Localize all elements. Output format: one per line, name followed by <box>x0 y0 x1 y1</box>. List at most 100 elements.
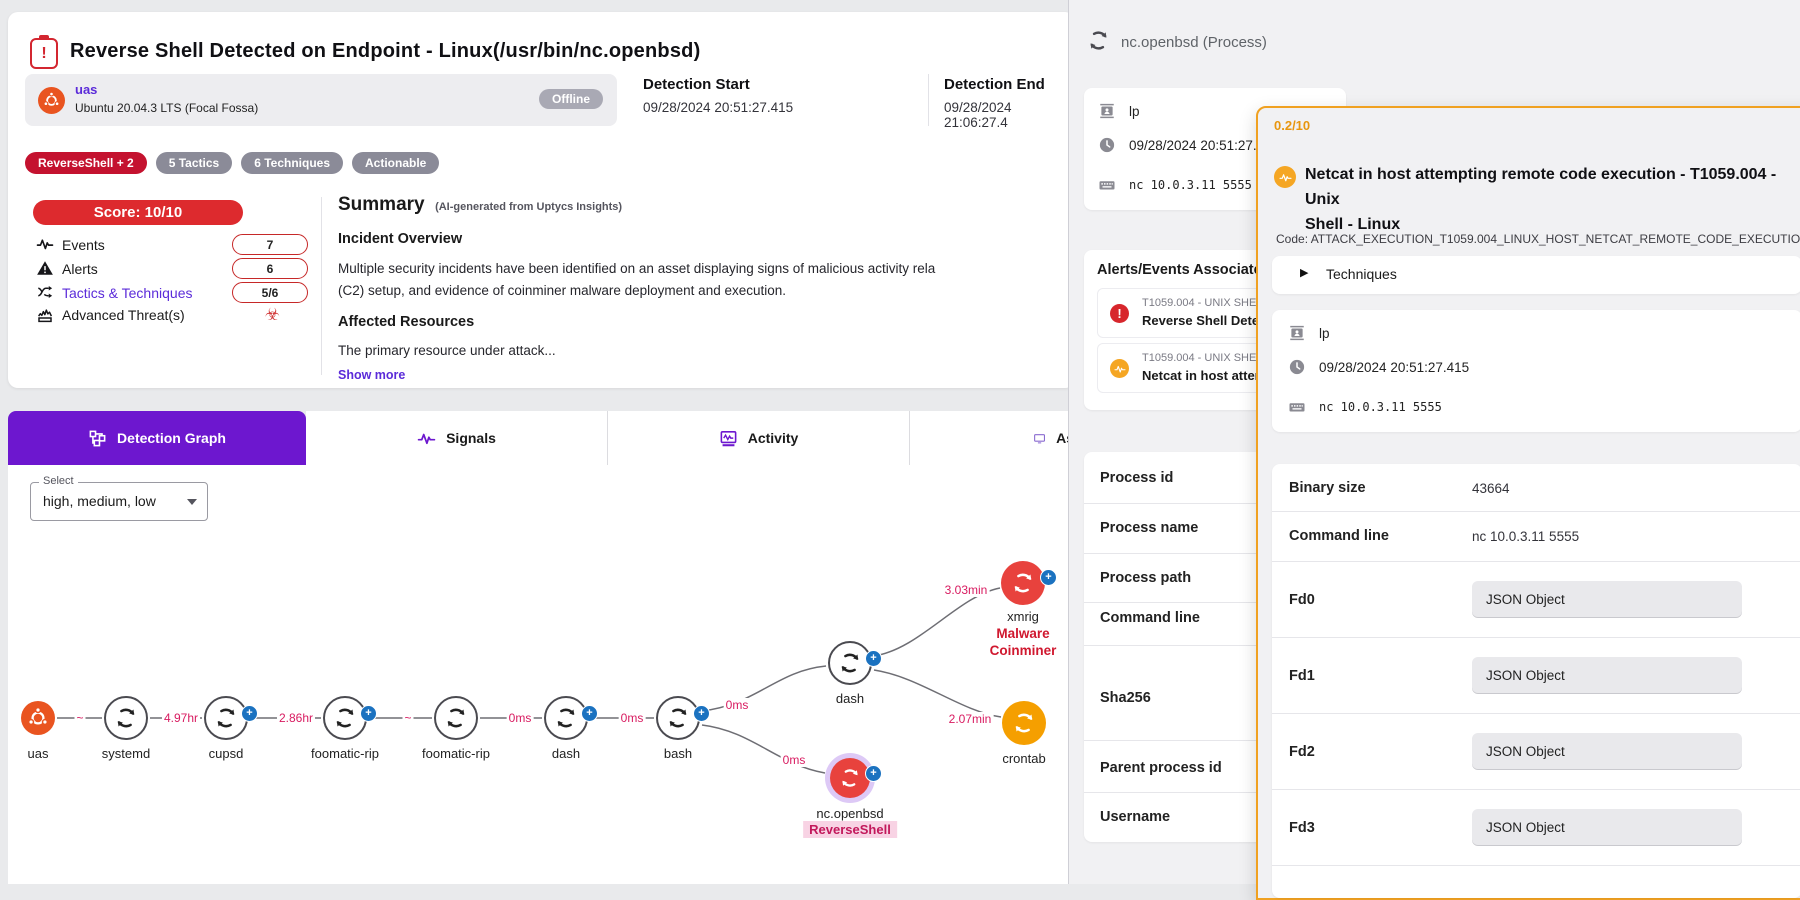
techniques-expander[interactable]: ▶ Techniques <box>1272 256 1800 294</box>
user-card-icon <box>1098 102 1116 120</box>
expand-plus-button[interactable]: + <box>241 705 258 722</box>
summary-heading: Summary <box>338 194 425 215</box>
fd0-json-dropdown[interactable]: JSON Object <box>1472 581 1742 617</box>
property-row-process-name[interactable]: Process name <box>1100 520 1199 536</box>
techniques-label: Techniques <box>1326 266 1397 282</box>
signal-score: 0.2/10 <box>1274 118 1311 133</box>
alert-item[interactable]: ! T1059.004 - UNIX SHE Reverse Shell Det… <box>1097 288 1399 338</box>
detection-graph-icon <box>88 429 107 448</box>
tab-activity[interactable]: Activity <box>608 411 910 465</box>
edge-label: 3.03min <box>942 583 990 597</box>
property-row-username[interactable]: Username <box>1100 809 1171 825</box>
badge-row: ReverseShell + 2 5 Tactics 6 Techniques … <box>25 152 448 174</box>
affected-resources-heading: Affected Resources <box>338 314 475 330</box>
fd3-json-dropdown[interactable]: JSON Object <box>1472 809 1742 845</box>
row-separator <box>1084 503 1346 504</box>
process-command-row: nc 10.0.3.11 5555 <box>1098 176 1252 194</box>
expand-arrow-icon: ▶ <box>1300 267 1309 279</box>
process-time: 09/28/2024 20:51:27.00 <box>1129 137 1272 153</box>
score-header: Score: 10/10 <box>33 200 243 225</box>
signal-user-row: lp <box>1288 324 1330 342</box>
detection-end-label: Detection End <box>944 76 1045 93</box>
alert-item[interactable]: T1059.004 - UNIX SHE Netcat in host atte… <box>1097 343 1399 393</box>
fd2-json-dropdown[interactable]: JSON Object <box>1472 733 1742 769</box>
show-more-link[interactable]: Show more <box>338 368 406 382</box>
chevron-down-icon <box>1712 591 1728 607</box>
chevron-down-icon <box>1712 819 1728 835</box>
incident-summary-card: ! Reverse Shell Detected on Endpoint - L… <box>8 12 1075 388</box>
property-row-command-line[interactable]: Command line <box>1100 610 1200 626</box>
alert-title: Reverse Shell Detec <box>1142 313 1267 328</box>
techniques-badge: 6 Techniques <box>241 152 344 174</box>
graph-node-uas[interactable] <box>21 701 55 735</box>
score-row-advanced-threat: Advanced Threat(s) ☣ <box>36 305 308 325</box>
biohazard-icon: ☣ <box>264 305 280 325</box>
expand-plus-button[interactable]: + <box>581 705 598 722</box>
tab-assets[interactable]: As <box>910 411 1075 465</box>
field-label-fd0: Fd0 <box>1289 592 1315 608</box>
expand-plus-button[interactable]: + <box>360 705 377 722</box>
tactics-badge: 5 Tactics <box>155 152 233 174</box>
tactics-link[interactable]: Tactics & Techniques <box>62 284 193 301</box>
property-row-sha256[interactable]: Sha256 <box>1100 690 1151 706</box>
graph-node-xmrig[interactable] <box>1001 561 1045 605</box>
tab-activity-label: Activity <box>747 430 799 446</box>
fd1-json-dropdown[interactable]: JSON Object <box>1472 657 1742 693</box>
row-separator <box>1272 511 1800 512</box>
graph-node-crontab[interactable] <box>1002 701 1046 745</box>
detection-end-value: 09/28/2024 21:06:27.4 <box>944 100 1012 130</box>
tactics-icon <box>36 283 54 301</box>
alerts-count: 6 <box>232 258 308 279</box>
graph-node-bash[interactable] <box>656 696 700 740</box>
signal-time: 09/28/2024 20:51:27.415 <box>1319 359 1470 375</box>
row-separator <box>1272 713 1800 714</box>
tab-signals[interactable]: Signals <box>306 411 608 465</box>
graph-node-label: systemd <box>101 746 151 761</box>
signal-command-row: nc 10.0.3.11 5555 <box>1288 398 1442 416</box>
edge-label: 2.07min <box>946 712 994 726</box>
process-icon <box>1086 28 1111 53</box>
signal-command: nc 10.0.3.11 5555 <box>1319 400 1442 414</box>
graph-node-dash-2[interactable] <box>828 641 872 685</box>
property-row-process-path[interactable]: Process path <box>1100 570 1192 586</box>
tab-detection-graph[interactable]: Detection Graph <box>8 411 306 465</box>
field-label-fd1: Fd1 <box>1289 668 1315 684</box>
expand-plus-button[interactable]: + <box>693 705 710 722</box>
signal-code: Code: ATTACK_EXECUTION_T1059.004_LINUX_H… <box>1276 232 1800 246</box>
signal-severity-icon <box>1274 166 1296 188</box>
graph-node-label: nc.openbsd <box>816 806 884 821</box>
tab-signals-label: Signals <box>446 430 496 446</box>
property-row-parent-process-id[interactable]: Parent process id <box>1100 760 1222 776</box>
graph-node-label: xmrig <box>1007 609 1039 624</box>
expand-plus-button[interactable]: + <box>1040 569 1057 586</box>
expand-plus-button[interactable]: + <box>865 765 882 782</box>
incident-alert-icon: ! <box>30 35 58 69</box>
chevron-down-icon <box>1712 743 1728 759</box>
events-icon <box>36 235 54 253</box>
graph-node-foomatic-rip-2[interactable] <box>434 696 478 740</box>
field-label-fd2: Fd2 <box>1289 744 1315 760</box>
assets-icon <box>1033 429 1046 448</box>
row-separator <box>1084 645 1346 646</box>
graph-node-cupsd[interactable] <box>204 696 248 740</box>
asset-name-link[interactable]: uas <box>75 82 98 97</box>
edge-label: 0ms <box>723 698 751 712</box>
coinminer-tag: Coinminer <box>989 643 1057 658</box>
graph-node-label: dash <box>551 746 581 761</box>
severity-select[interactable]: Select high, medium, low <box>30 475 208 521</box>
graph-node-systemd[interactable] <box>104 696 148 740</box>
alert-severity-icon: ! <box>1110 304 1129 323</box>
graph-node-label: foomatic-rip <box>311 746 379 761</box>
incident-overview-line1: Multiple security incidents have been id… <box>338 261 936 276</box>
graph-node-nc-openbsd[interactable] <box>830 758 870 798</box>
property-row-process-id[interactable]: Process id <box>1100 470 1174 486</box>
detection-graph-canvas: Select high, medium, low ~ 4.97hr 2.86hr… <box>8 465 1075 884</box>
clock-icon <box>1098 136 1116 154</box>
row-separator <box>1272 789 1800 790</box>
graph-edges <box>57 587 1002 774</box>
signal-fields-card: Binary size 43664 Command line nc 10.0.3… <box>1272 464 1800 898</box>
fd3-json-value: JSON Object <box>1486 819 1565 835</box>
expand-plus-button[interactable]: + <box>865 650 882 667</box>
advanced-threat-icon <box>36 306 54 324</box>
